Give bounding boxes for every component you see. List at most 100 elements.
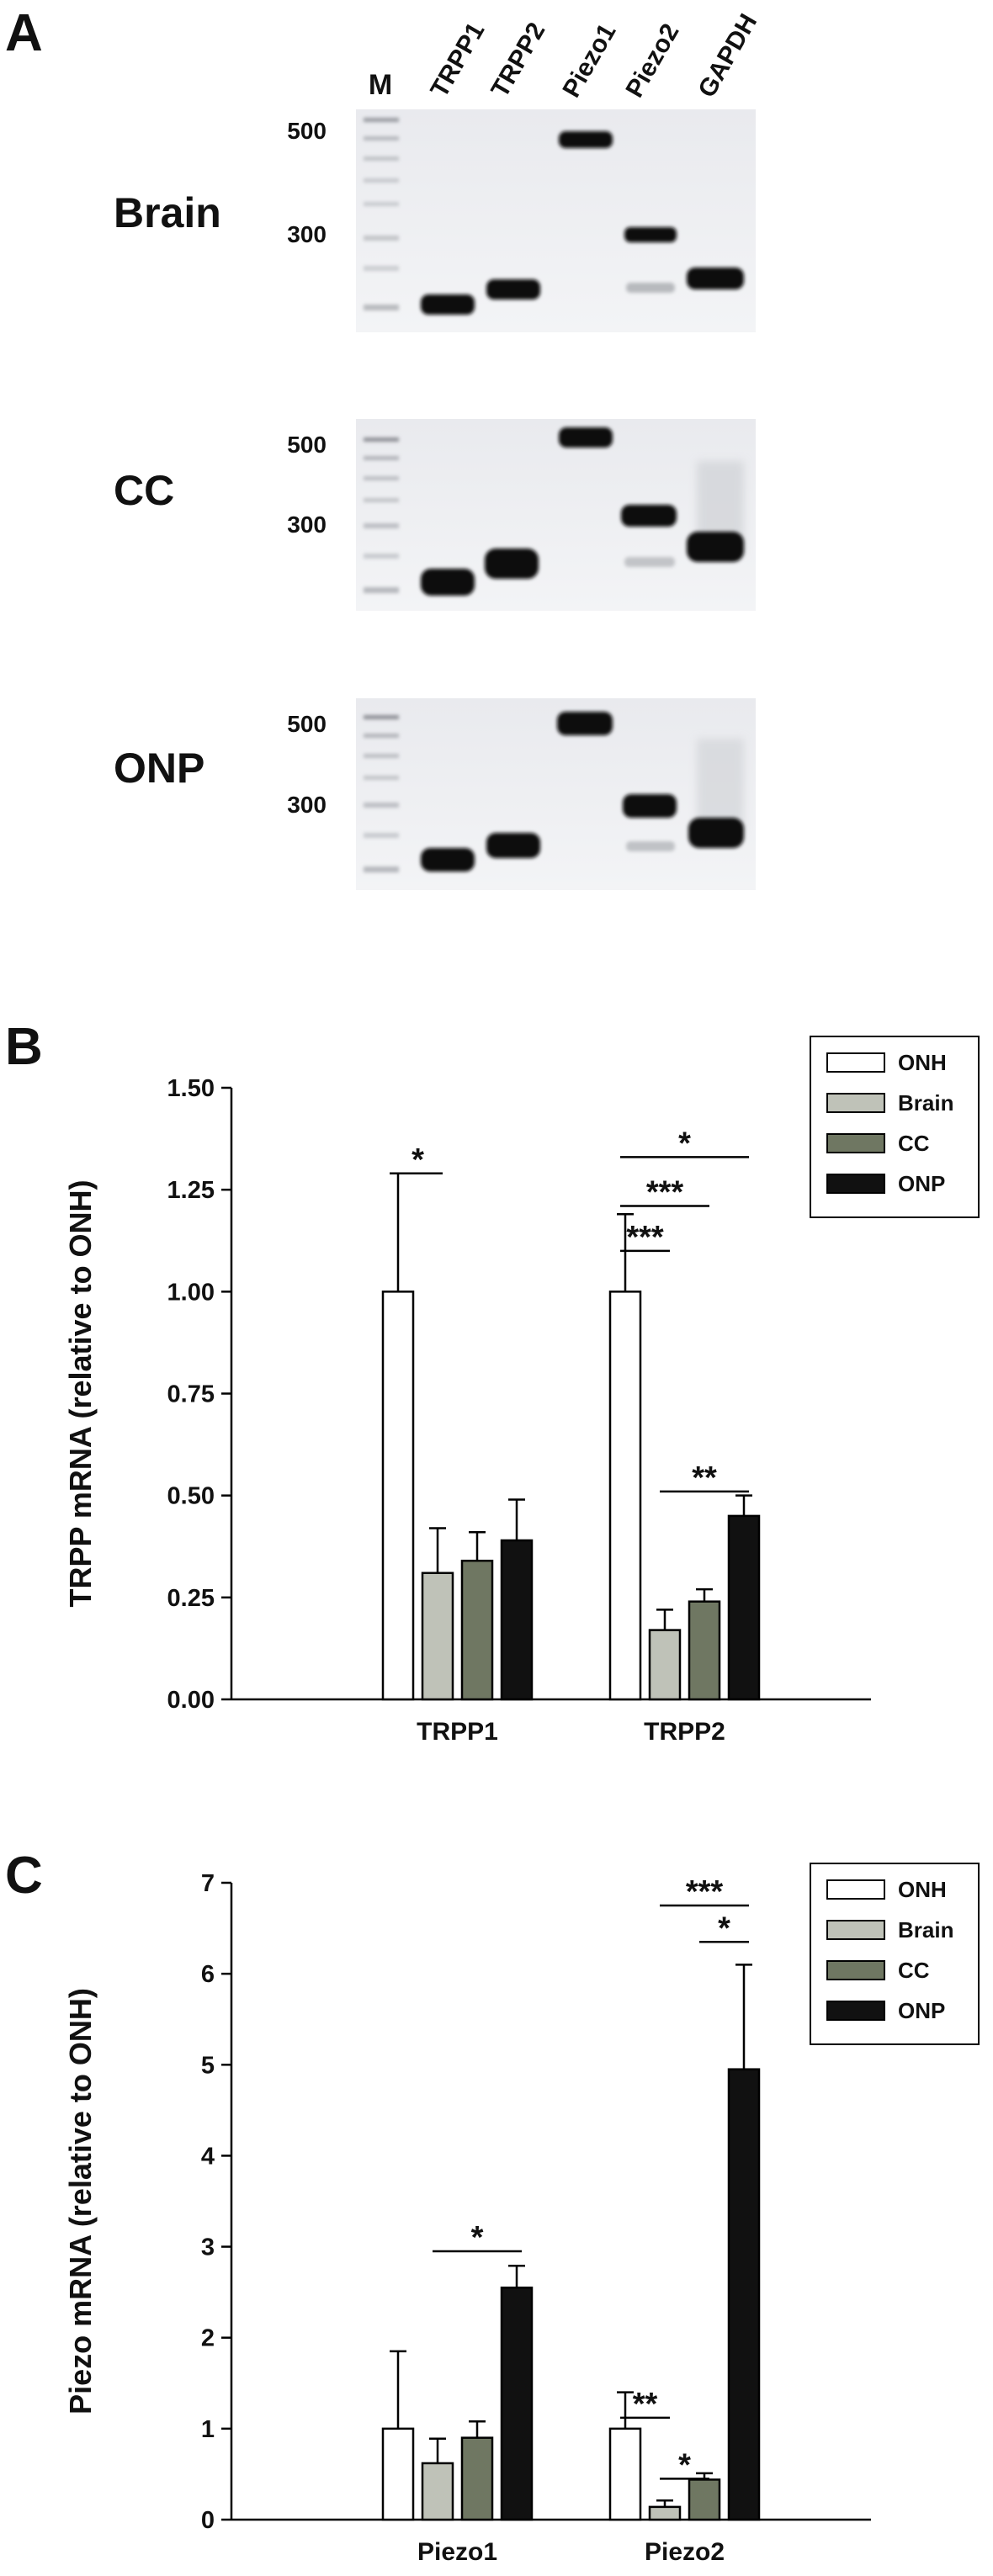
band — [626, 283, 675, 293]
significance-label: * — [718, 1911, 730, 1946]
gel-tissue-label: ONP — [114, 745, 204, 792]
panel-label-a: A — [5, 4, 43, 62]
legend-swatch — [826, 1960, 885, 1980]
significance-label: * — [471, 2220, 484, 2255]
bar — [727, 2068, 761, 2521]
gel-tissue-label: CC — [114, 467, 174, 514]
significance-label: *** — [686, 1874, 724, 1910]
bar — [421, 2462, 454, 2521]
band — [624, 227, 677, 242]
bar — [727, 1514, 761, 1701]
band — [559, 131, 613, 148]
chart-trpp: 0.00 0.25 0.50 0.75 1.00 1.25 1.50 TRPP mRNA (r… — [63, 1036, 980, 1746]
x-tick-label: Piezo2 — [645, 2538, 725, 2566]
y-tick-label: 0.75 — [167, 1381, 215, 1408]
significance-label: ** — [633, 2387, 658, 2422]
legend-label: ONH — [898, 1050, 947, 1075]
gel-lane-label: Piezo1 — [557, 19, 621, 103]
band — [486, 833, 540, 858]
bar — [688, 1600, 721, 1701]
band — [626, 841, 675, 851]
bar — [500, 1539, 534, 1701]
band — [624, 557, 675, 567]
gel-marker-label: 500 — [287, 711, 327, 737]
y-tick-label: 0.25 — [167, 1585, 215, 1612]
legend-swatch — [826, 1879, 885, 1900]
x-tick-label: TRPP2 — [644, 1718, 725, 1746]
gel-lane-label: Piezo2 — [620, 19, 684, 103]
legend-swatch — [826, 2001, 885, 2021]
legend-label: CC — [898, 1958, 930, 1983]
gel-ladder-label: M — [369, 69, 392, 101]
legend-label: ONH — [898, 1877, 947, 1902]
x-tick-label: Piezo1 — [417, 2538, 497, 2566]
ladder — [364, 118, 399, 310]
band — [687, 532, 744, 562]
bands — [421, 131, 744, 315]
band — [421, 294, 475, 315]
panel-label-b: B — [5, 1018, 43, 1076]
bar — [500, 2286, 534, 2521]
y-tick-label: 0.00 — [167, 1687, 215, 1714]
significance-label: *** — [626, 1220, 664, 1255]
legend-label: Brain — [898, 1090, 953, 1116]
y-tick-label: 1.50 — [167, 1075, 215, 1102]
band — [559, 427, 613, 448]
legend-label: ONP — [898, 1998, 945, 2023]
band — [687, 268, 744, 289]
band — [557, 712, 613, 735]
bar — [608, 2427, 642, 2521]
bar — [381, 2427, 415, 2521]
legend-swatch — [826, 1093, 885, 1113]
band — [421, 848, 475, 872]
legend-label: Brain — [898, 1917, 953, 1943]
band — [421, 569, 475, 596]
bands — [421, 712, 744, 872]
bar — [648, 1629, 682, 1701]
y-tick-label: 1.25 — [167, 1177, 215, 1204]
bands — [421, 427, 744, 596]
bar — [460, 1559, 494, 1701]
gel-image — [356, 109, 756, 332]
y-axis-label: TRPP mRNA (relative to ONH) — [63, 1179, 98, 1607]
gel-lane-label: TRPP1 — [425, 18, 490, 102]
legend-swatch — [826, 1920, 885, 1940]
bar — [421, 1572, 454, 1701]
significance-label: * — [678, 1126, 691, 1161]
gel-lane-label: GAPDH — [693, 9, 762, 102]
gel-onp: ONP 500 300 — [114, 698, 756, 890]
bar — [381, 1291, 415, 1701]
panel-label-c: C — [5, 1847, 43, 1905]
significance-label: ** — [692, 1460, 717, 1496]
gel-lane-label: TRPP2 — [486, 18, 550, 102]
y-tick-label: 5 — [201, 2052, 215, 2079]
y-tick-label: 3 — [201, 2234, 215, 2261]
x-tick-label: TRPP1 — [417, 1718, 498, 1746]
legend-swatch — [826, 1174, 885, 1194]
gel-marker-label: 500 — [287, 432, 327, 458]
y-tick-label: 0 — [201, 2507, 215, 2534]
y-tick-label: 2 — [201, 2325, 215, 2352]
gel-marker-label: 500 — [287, 118, 327, 144]
band — [485, 549, 539, 579]
gel-marker-label: 300 — [287, 511, 327, 538]
chart-piezo: 0 1 2 3 4 5 6 7 Piezo mRNA (relative to ONH) Piez… — [63, 1863, 980, 2566]
y-axis-label: Piezo mRNA (relative to ONH) — [63, 1988, 98, 2414]
significance-label: *** — [646, 1175, 684, 1211]
band — [486, 279, 540, 299]
y-tick-label: 6 — [201, 1961, 215, 1988]
band — [623, 794, 677, 818]
significance-label: * — [678, 2447, 691, 2483]
band — [688, 818, 744, 848]
legend-label: ONP — [898, 1171, 945, 1196]
gel-header: M TRPP1 TRPP2 Piezo1 Piezo2 GAPDH — [369, 9, 762, 102]
y-tick-label: 1.00 — [167, 1279, 215, 1306]
legend-swatch — [826, 1052, 885, 1073]
gel-tissue-label: Brain — [114, 189, 221, 236]
gel-image — [356, 698, 756, 890]
ladder — [364, 437, 399, 593]
y-tick-label: 7 — [201, 1870, 215, 1897]
y-tick-label: 0.50 — [167, 1483, 215, 1510]
legend-label: CC — [898, 1131, 930, 1156]
y-tick-label: 4 — [201, 2143, 215, 2170]
